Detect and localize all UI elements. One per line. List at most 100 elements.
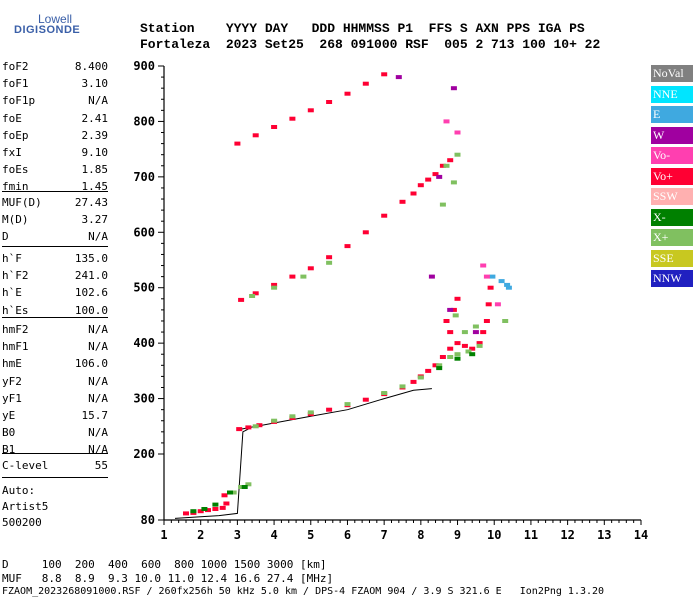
param-value: 241.0 [74,269,108,283]
echo-point-vo [447,346,454,351]
echo-point-x [241,485,248,489]
echo-point-vo [326,255,333,260]
echo-point-vo [432,172,439,177]
echo-point-x [252,424,259,429]
echo-point-x [461,330,468,335]
echo-point-x [249,294,256,298]
param-d: D N/A [2,230,108,246]
echo-point-x [447,355,454,359]
echo-point-vo [344,91,351,96]
param-key: hmE [2,357,22,371]
param-value: 1.85 [81,163,109,177]
echo-point-vo [454,341,461,346]
legend-noval: NoVal [651,65,693,82]
echo-point-w [428,274,435,279]
echo-point-vo [443,319,450,323]
param-fof2: foF2 8.400 [2,60,108,76]
echo-point-e [504,282,511,287]
echo-point-vo [399,199,406,204]
param-key: yF2 [2,374,22,388]
param-fxi: fxI 9.10 [2,146,108,162]
echo-point-x [238,485,245,489]
echo-point-x [399,384,406,389]
echo-point-vo [289,116,296,121]
y-tick-label: 80 [141,513,155,527]
echo-point-x [452,313,459,318]
echo-point-x [190,509,197,514]
param-key: h`E [2,286,22,300]
echo-point-e [505,285,512,290]
param-key: hmF1 [2,340,29,354]
echo-point-vo [197,509,204,514]
header-row1: Station YYYY DAY DDD HHMMSS P1 FFS S AXN… [140,21,585,36]
echo-point-vo [469,346,476,351]
param-value: N/A [88,230,108,244]
y-tick-label: 300 [133,392,155,406]
param-fof1: foF1 3.10 [2,77,108,93]
echo-point-vo [326,407,333,412]
param-value: 8.400 [74,60,108,73]
echo-point-vo [234,141,241,146]
x-tick-label: 6 [344,528,351,542]
echo-point-vo [252,291,259,296]
y-tick-label: 800 [133,114,155,128]
param-fmin: fmin 1.45 [2,180,108,196]
legend-nne: NNE [651,85,693,103]
param-md: M(D) 3.27 [2,213,108,229]
param-key: hmF2 [2,323,29,336]
echo-point-vo [480,330,487,335]
x-tick-label: 5 [307,528,314,542]
echo-point-x [454,152,461,157]
param-value: 100.0 [74,303,108,317]
echo-point-x [307,410,314,415]
echo-point-x [344,402,351,407]
param-clevel: C-level 55 [2,459,108,475]
param-key: foF1 [2,77,29,91]
legend-nnw: NNW [651,270,693,287]
param-key: h`F [2,252,22,265]
echo-point-w [450,86,457,91]
param-hf2: h`F2 241.0 [2,269,108,285]
echo-point-vo [362,81,369,86]
echo-point-vo [425,368,432,373]
trace-profile [174,428,249,519]
echo-point-vo [483,319,490,323]
param-value: 135.0 [74,252,108,265]
echo-point-vo [238,297,245,302]
param-key: h`Es [2,303,29,317]
echo-point-x [472,324,479,329]
echo-point-vo [417,183,424,188]
echo-point-w [447,307,454,312]
echo-point-x [289,414,296,419]
echo-point-vo [454,296,461,301]
echo-point-x [436,366,443,371]
x-tick-label: 14 [634,528,648,542]
echo-point-vo [381,213,388,218]
echo-point-x [300,274,307,279]
echo-point-vo [494,302,501,307]
echo-point-e [489,274,496,279]
echo-point-vo [432,363,439,368]
panel-divider [2,246,108,247]
echo-point-vo [271,282,278,287]
echo-point-vo [485,302,492,307]
echo-point-x [245,482,252,487]
echo-point-vo [439,355,446,359]
echo-point-vo [271,125,278,129]
echo-point-vo [461,343,468,348]
param-hes: h`Es 100.0 [2,304,108,320]
param-key: h`F2 [2,269,29,283]
param-value: 3.10 [81,77,109,91]
param-key: fmin [2,180,29,194]
echo-point-x [271,418,278,423]
echo-point-x [454,352,461,357]
echo-point-vo [245,425,252,430]
param-key: fxI [2,146,22,159]
param-foep: foEp 2.39 [2,129,108,145]
legend-ssw: SSW [651,188,693,205]
echo-point-x [454,356,461,361]
footer-file-info: FZAOM_2023268091000.RSF / 260fx256h 50 k… [2,586,605,597]
legend-e: E [651,106,693,123]
x-tick-label: 4 [270,528,277,542]
x-tick-label: 13 [597,528,611,542]
